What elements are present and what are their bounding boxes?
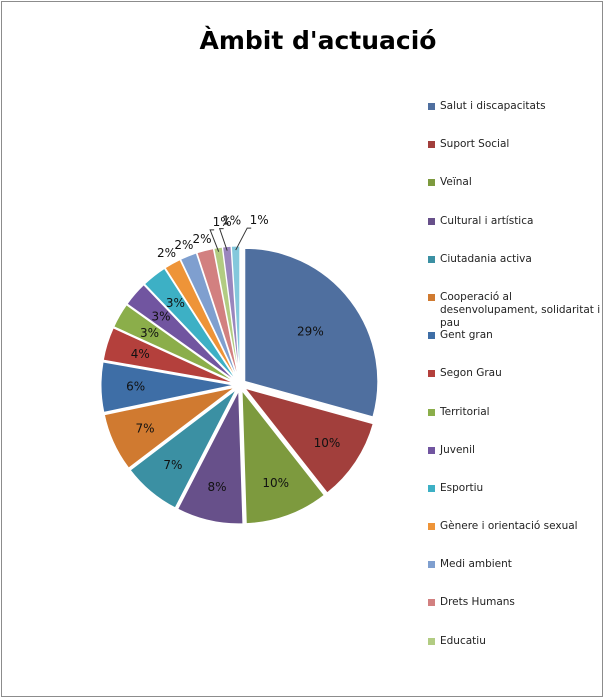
pie-slice [179,252,239,380]
legend-label: Ciutadania activa [440,252,532,265]
pie-slice [103,387,235,469]
slice-data-label: 7% [135,421,154,435]
slice-data-label: 7% [163,458,182,472]
slice-data-label: 1% [213,215,232,229]
legend-entry: Drets Humans [428,596,606,634]
legend-swatch [428,637,435,645]
legend-swatch [428,103,435,110]
pie-slice [100,361,235,413]
legend-label: Juvenil [440,443,475,456]
pie-slice [126,284,236,382]
pie-slice [143,267,237,381]
legend-swatch [428,446,435,454]
legend-swatch [428,255,435,263]
legend-swatch [428,370,435,378]
pie-slice [241,389,325,525]
legend-swatch [428,141,435,149]
legend-entry: Educatiu [428,635,606,673]
pie-slice [243,387,374,494]
pie-slice [196,248,239,380]
legend-label: Cooperació al desenvolupament, solidarit… [440,290,601,329]
legend-label: Esportiu [440,481,484,494]
legend-label: Territorial [440,405,490,418]
slice-data-label: 2% [193,232,212,246]
legend-swatch [428,523,435,531]
legend-entry: Ciutadania activa [428,253,606,291]
slice-data-label: 29% [297,324,324,338]
legend-swatch [428,561,435,569]
slice-data-label: 10% [262,476,289,490]
slice-data-label: 4% [131,347,150,361]
legend-entry: Cultural i artística [428,215,606,253]
pie-slice [244,247,379,418]
legend-label: Suport Social [440,138,510,151]
slice-data-label: 6% [126,380,145,394]
slice-data-label: 3% [140,326,159,340]
legend-swatch [428,293,435,301]
legend-swatch [428,332,435,340]
leader-line [235,227,252,251]
legend-entry: Salut i discapacitats [428,100,606,138]
leader-line [218,228,228,251]
legend-swatch [428,484,435,492]
legend-label: Gent gran [440,329,493,342]
slice-data-label: 2% [174,238,193,252]
legend-entry: Cooperació al desenvolupament, solidarit… [428,291,606,329]
pie-slice [177,388,244,525]
chart-title: Àmbit d'actuació [199,26,437,55]
legend-swatch [428,408,435,416]
leader-line [209,229,220,252]
legend-entry: Juvenil [428,444,606,482]
legend-entry: Esportiu [428,482,606,520]
legend-label: Gènere i orientació sexual [440,520,578,533]
pie-slice [113,304,236,383]
pie-slice [230,245,241,380]
legend-entry: Territorial [428,406,606,444]
legend-label: Veïnal [440,176,472,189]
pie-slice [164,259,238,381]
legend-label: Cultural i artística [440,214,534,227]
legend-label: Salut i discapacitats [440,100,546,112]
pie-slice [129,389,237,509]
pie-slice [102,327,235,384]
slice-data-label: 8% [207,480,226,494]
slice-data-label: 3% [152,310,171,324]
slice-data-label: 2% [157,246,176,260]
legend-label: Segon Grau [440,367,502,380]
legend-swatch [428,217,435,225]
legend-swatch [428,599,435,607]
legend-entry: Medi ambient [428,558,606,596]
slice-data-label: 3% [166,296,185,310]
legend-entry: Suport Social [428,138,606,176]
legend-label: Medi ambient [440,558,512,571]
legend-entry: Gènere i orientació sexual [428,520,606,558]
legend-entry: Veïnal [428,176,606,214]
slice-data-label: 1% [222,214,241,228]
legend-label: Educatiu [440,634,486,647]
slice-data-label: 10% [314,436,341,450]
legend-swatch [428,179,435,187]
slice-data-label: 1% [250,213,269,227]
legend-label: Drets Humans [440,596,515,609]
chart-legend: Salut i discapacitats Suport Social Veïnal… [428,100,606,673]
legend-entry: Segon Grau [428,367,606,405]
legend-entry: Gent gran [428,329,606,367]
